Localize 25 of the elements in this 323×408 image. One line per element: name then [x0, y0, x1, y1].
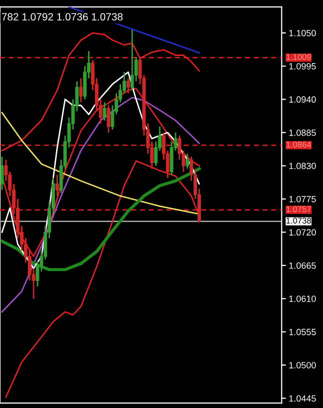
candlestick — [0, 156, 4, 191]
y-tick-label: 1.0775 — [289, 196, 316, 202]
candlestick — [79, 78, 83, 104]
y-tick-label: 1.0885 — [289, 130, 316, 136]
y-tick-label: 1.0940 — [289, 96, 316, 103]
y-tick-label: 1.0500 — [289, 362, 316, 368]
ref-line-label: 1.0864 — [286, 142, 312, 148]
y-tick-label: 1.0830 — [289, 162, 316, 170]
y-tick-label: 1.0610 — [289, 296, 316, 302]
y-tick-label: 1.0720 — [289, 229, 316, 236]
ref-line-label: 1.0757 — [286, 206, 311, 212]
y-tick-label: 1.0665 — [289, 262, 316, 269]
line-series — [1, 96, 200, 313]
candlestick — [186, 152, 190, 170]
candlestick — [102, 102, 106, 122]
ref-line-label: 1.1009 — [286, 54, 311, 60]
y-tick-label: 1.0445 — [289, 395, 316, 402]
y-tick-label: 1.1050 — [289, 30, 316, 36]
y-tick-label: 1.0995 — [289, 63, 316, 70]
candlestick — [126, 78, 130, 94]
annotation: 782 1.0792 1.0736 1.0738 — [2, 13, 123, 21]
candlestick — [55, 174, 59, 197]
candlestick — [130, 29, 134, 91]
ref-line-label: 1.0738 — [286, 218, 311, 224]
y-tick-label: 1.0555 — [289, 328, 316, 336]
